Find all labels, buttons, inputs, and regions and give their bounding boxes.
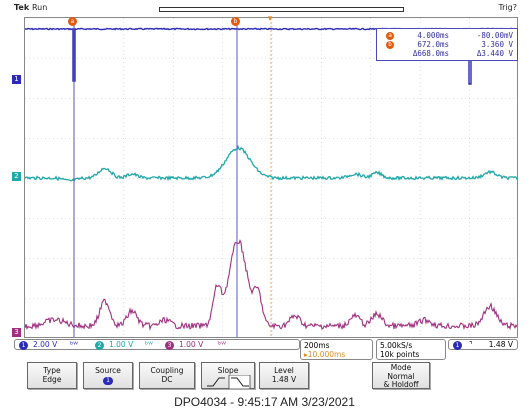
channel-3-badge[interactable]: 3 [165,340,174,350]
cursor-readout-panel: a 4.000ms -80.00mV b 672.0ms 3.360 V Δ66… [376,28,518,61]
type-menu-value: Edge [42,375,62,384]
cursor-delta-value: Δ3.440 V [476,49,513,58]
coupling-menu-button[interactable]: Coupling DC [139,362,195,389]
type-menu-title: Type [43,366,61,375]
slope-menu-title: Slope [217,366,239,375]
cursor-a-value: -80.00mV [476,31,513,40]
level-menu-value: 1.48 V [271,375,297,384]
waveform-svg [25,18,517,337]
cursor-b-readout: b 672.0ms 3.360 V [377,40,513,50]
channel-3-bw-icon: ᵇᵂ [218,340,226,349]
channel-2-ground-marker[interactable]: 2 [12,172,21,181]
level-menu-title: Level [274,366,294,375]
slope-icons [207,375,251,389]
coupling-menu-title: Coupling [150,366,184,375]
trigger-status: Trig? [498,3,517,12]
mode-menu-title: Mode [390,363,412,372]
record-view-bar [159,7,404,12]
channel-3-scale[interactable]: 1.00 V [179,340,204,349]
source-menu-button[interactable]: Source 1 [83,362,133,389]
channel-2-trace [25,144,517,183]
trigger-summary-box[interactable]: 1 ⌝ 1.48 V [448,339,518,350]
slope-menu-button[interactable]: Slope [201,362,255,389]
mode-menu-value-1: Normal [387,371,415,381]
channel-2-bw-icon: ᵇᵂ [145,340,153,349]
sample-rate: 5.00kS/s [380,341,413,350]
cursor-a-marker[interactable]: a [68,17,77,26]
record-length: 10k points [380,350,420,359]
timebase-scale: 200ms [304,341,330,350]
screenshot-caption: DPO4034 - 9:45:17 AM 3/23/2021 [174,395,355,409]
channel-3-trace [25,239,517,331]
brand-label: Tek [14,3,30,12]
channel-3-ground-marker[interactable]: 3 [12,328,21,337]
type-menu-button[interactable]: Type Edge [27,362,77,389]
source-menu-badge: 1 [103,377,113,385]
channel-1-bw-icon: ᵇᵂ [70,340,78,349]
cursor-b-marker[interactable]: b [231,17,240,26]
falling-slope-icon [231,377,249,387]
top-status-bar: Tek Run Trig? [14,3,519,14]
cursor-a-time: 4.000ms [417,31,449,40]
channel-1-badge[interactable]: 1 [19,340,28,350]
mode-menu-button[interactable]: Mode Normal & Holdoff [372,362,430,389]
waveform-graticule[interactable] [24,17,518,338]
scope-screen: Tek Run Trig? a b ▾ 1 2 3 a 4.000ms -80.… [12,3,519,389]
channel-settings-bar: 1 2.00 V ᵇᵂ 2 1.00 V ᵇᵂ 3 1.00 V ᵇᵂ [14,339,300,350]
coupling-menu-value: DC [161,375,173,384]
trigger-slope-icon: ⌝ [469,340,473,349]
cursor-b-badge: b [386,41,394,49]
trigger-level: 1.48 V [488,340,513,349]
cursor-a-badge: a [386,32,394,40]
scope-state: Tek Run [14,3,47,12]
trigger-position-marker[interactable]: ▾ [267,14,273,24]
run-state-label: Run [31,3,48,12]
channel-2-scale[interactable]: 1.00 V [109,340,134,349]
trigger-source-badge: 1 [453,340,462,350]
channel-1-ground-marker[interactable]: 1 [12,75,21,84]
mode-menu-value-2: & Holdoff [383,380,419,389]
channel-1-scale[interactable]: 2.00 V [33,340,58,349]
source-menu-title: Source [95,366,121,375]
cursor-a-readout: a 4.000ms -80.00mV [377,31,513,41]
cursor-b-value: 3.360 V [481,40,513,49]
rising-slope-icon [207,377,225,387]
timebase-box[interactable]: 200ms ▸10.000ms [300,339,373,360]
cursor-delta-readout: Δ668.0ms Δ3.440 V [377,49,513,59]
channel-2-badge[interactable]: 2 [95,340,104,350]
sampling-box[interactable]: 5.00kS/s 10k points [376,339,446,360]
cursor-delta-time: Δ668.0ms [412,49,449,58]
cursor-b-time: 672.0ms [417,40,449,49]
timebase-delay: ▸10.000ms [304,350,346,359]
level-menu-button[interactable]: Level 1.48 V [259,362,309,389]
